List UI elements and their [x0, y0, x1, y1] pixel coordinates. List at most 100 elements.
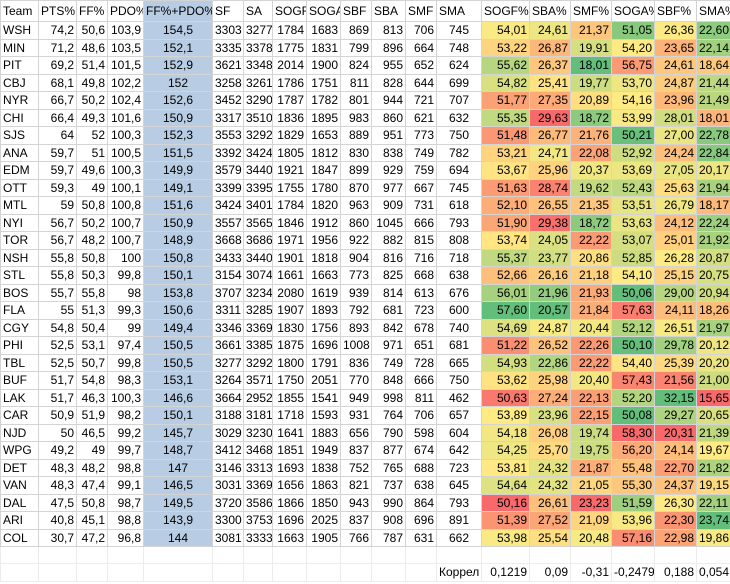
cell: NJD	[0, 423, 39, 442]
cell: 20,17	[696, 161, 730, 180]
cell: 29,38	[529, 213, 571, 232]
cell: 29,78	[654, 336, 697, 355]
cell: 1593	[306, 406, 341, 425]
data-row: ANA 59,7 51 100,5 151,5 3392 3424 1805 1812 830 83…	[0, 143, 730, 162]
cell: 3753	[243, 511, 273, 530]
cell: 50,63	[481, 388, 530, 407]
cell: 24,61	[654, 56, 697, 75]
cell	[306, 563, 341, 582]
cell: 951	[371, 126, 406, 145]
cell: 3261	[243, 73, 273, 92]
data-row: NYI 56,7 50,2 100,7 150,9 3557 3565 1846 1912 860…	[0, 213, 730, 232]
cell: SBA%	[529, 0, 571, 22]
cell: 52,85	[611, 248, 655, 267]
cell: 148,7	[143, 441, 213, 460]
cell: Коррел	[436, 563, 482, 582]
cell: 3313	[243, 458, 273, 477]
cell: 52,10	[481, 196, 530, 215]
cell: 29,00	[654, 283, 697, 302]
cell: 21,96	[529, 283, 571, 302]
cell: 631	[405, 528, 437, 547]
cell: NYI	[0, 213, 39, 232]
cell: 3081	[212, 528, 244, 547]
cell: 707	[436, 91, 482, 110]
cell: 638	[405, 476, 437, 495]
cell: STL	[0, 266, 39, 285]
cell: 151,5	[143, 143, 213, 162]
cell: 22,70	[654, 458, 697, 477]
cell	[481, 546, 530, 564]
cell: 50,2	[76, 213, 108, 232]
cell: 681	[436, 336, 482, 355]
cell: 101,6	[107, 108, 144, 127]
cell: 27,00	[654, 126, 697, 145]
cell: 3230	[243, 423, 273, 442]
data-row: SJS 64 52 100,3 152,3 3553 3292 1829 1653 889 951 7…	[0, 126, 730, 145]
cell: 50,16	[481, 493, 530, 512]
cell: 55,48	[611, 458, 655, 477]
cell: 1683	[306, 21, 341, 40]
cell: 3621	[212, 56, 244, 75]
cell: 21,56	[654, 371, 697, 390]
cell: 24,24	[654, 143, 697, 162]
cell: 665	[436, 353, 482, 372]
cell: 613	[405, 283, 437, 302]
cell: 621	[405, 108, 437, 127]
cell: 154,5	[143, 21, 213, 40]
cell: 26,08	[529, 423, 571, 442]
cell: 22,15	[570, 406, 612, 425]
cell: 57,60	[481, 301, 530, 320]
cell: FF%	[76, 0, 108, 22]
cell: 51,48	[481, 126, 530, 145]
cell: 728	[405, 353, 437, 372]
cell: 3311	[212, 301, 244, 320]
cell: 662	[436, 528, 482, 547]
data-row: CHI 66,4 49,3 101,6 150,9 3317 3510 1836 1895 983…	[0, 108, 730, 127]
cell: 18,01	[696, 108, 730, 127]
cell: 811	[405, 388, 437, 407]
cell: 3440	[243, 161, 273, 180]
cell: 54,8	[76, 371, 108, 390]
cell: 53,1	[76, 336, 108, 355]
cell: 723	[436, 458, 482, 477]
data-row: NSH 55,8 50,8 100 150,8 3433 3440 1901 1818 904 81…	[0, 248, 730, 267]
cell: 1838	[306, 458, 341, 477]
cell: 943	[340, 493, 372, 512]
cell: 1956	[306, 231, 341, 250]
cell: 26,61	[529, 493, 571, 512]
cell: 150,1	[143, 266, 213, 285]
cell: WPG	[0, 441, 39, 460]
cell: 51,05	[611, 21, 655, 40]
cell: 22,11	[696, 493, 730, 512]
cell: 27,52	[529, 511, 571, 530]
cell: 1661	[272, 266, 307, 285]
cell: NYR	[0, 91, 39, 110]
cell: 26,16	[529, 266, 571, 285]
cell: 51,22	[481, 336, 530, 355]
cell: 3333	[243, 528, 273, 547]
cell: 1830	[272, 318, 307, 337]
cell: 963	[340, 196, 372, 215]
cell: 32,15	[654, 388, 697, 407]
cell: MIN	[0, 38, 39, 57]
cell: 55,37	[481, 248, 530, 267]
cell: 3292	[243, 126, 273, 145]
blank-row	[0, 546, 730, 564]
data-row: WSH 74,2 50,6 103,9 154,5 3303 3277 1784 1683 869…	[0, 21, 730, 40]
cell: 678	[405, 318, 437, 337]
cell: FF%+PDO%	[143, 0, 213, 22]
cell: 99,8	[107, 353, 144, 372]
header-row: Team PTS% FF% PDO% FF%+PDO% SF SA SOGF SOGA SBF SB…	[0, 0, 730, 22]
cell: 20,57	[529, 301, 571, 320]
cell: 50,08	[611, 406, 655, 425]
cell: 1663	[272, 528, 307, 547]
cell: 1780	[306, 178, 341, 197]
cell: 2051	[306, 371, 341, 390]
cell: 1755	[272, 178, 307, 197]
cell: 3285	[243, 301, 273, 320]
cell: 836	[340, 353, 372, 372]
cell: TBL	[0, 353, 39, 372]
cell: 1696	[306, 336, 341, 355]
cell: 56,01	[481, 283, 530, 302]
data-row: WPG 49,2 49 99,7 148,7 3412 3468 1851 1949 837 877…	[0, 441, 730, 460]
